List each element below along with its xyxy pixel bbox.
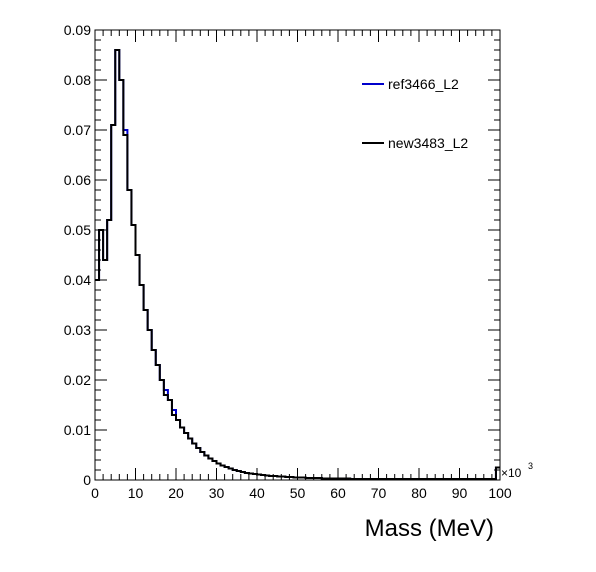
y-tick-label: 0.06	[64, 172, 91, 188]
x-tick-label: 30	[209, 485, 225, 501]
y-tick-labels: 0 0.01 0.02 0.03 0.04 0.05 0.06 0.07 0.08 0.09	[64, 22, 91, 488]
legend-label-ref: ref3466_L2	[388, 76, 459, 92]
axis-ticks	[94, 29, 501, 481]
series-line-new3483_L2	[95, 49, 500, 480]
series-layer	[95, 49, 500, 480]
x-tick-label: 80	[411, 485, 427, 501]
x-multiplier-base: ×10	[501, 466, 522, 480]
x-axis-multiplier: ×10 3	[501, 461, 533, 480]
x-tick-label: 50	[290, 485, 306, 501]
y-tick-label: 0.02	[64, 372, 91, 388]
y-tick-label: 0.07	[64, 122, 91, 138]
x-tick-label: 60	[330, 485, 346, 501]
x-tick-labels: 0 10 20 30 40 50 60 70 80 90 100	[91, 485, 512, 501]
x-multiplier-exponent: 3	[528, 461, 533, 471]
y-tick-label: 0.03	[64, 322, 91, 338]
y-tick-label: 0.01	[64, 422, 91, 438]
y-tick-label: 0.04	[64, 272, 91, 288]
x-tick-label: 10	[128, 485, 144, 501]
legend: ref3466_L2 new3483_L2	[356, 62, 486, 162]
legend-box	[356, 62, 486, 162]
x-tick-label: 0	[91, 485, 99, 501]
y-tick-label: 0.09	[64, 22, 91, 38]
legend-label-new: new3483_L2	[388, 135, 468, 151]
y-tick-label: 0.08	[64, 72, 91, 88]
x-tick-label: 70	[371, 485, 387, 501]
x-axis-label: Mass (MeV)	[365, 515, 494, 542]
x-tick-label: 20	[168, 485, 184, 501]
y-tick-label: 0	[83, 472, 91, 488]
x-tick-label: 100	[488, 485, 512, 501]
y-tick-label: 0.05	[64, 222, 91, 238]
x-tick-label: 90	[452, 485, 468, 501]
x-tick-label: 40	[249, 485, 265, 501]
